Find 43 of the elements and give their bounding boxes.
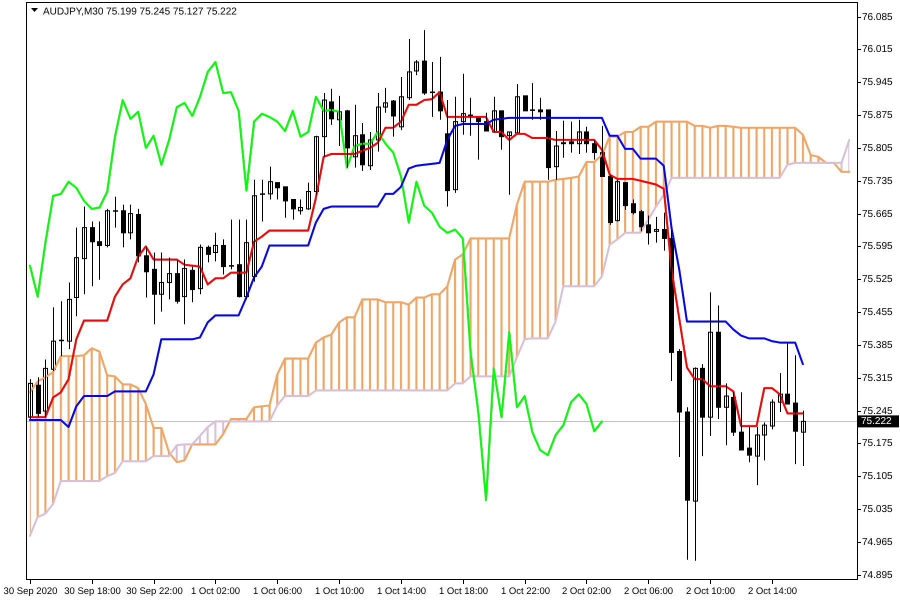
x-tick-label: 1 Oct 14:00 xyxy=(376,586,426,597)
y-tick-label: 75.315 xyxy=(862,373,894,384)
x-tick-label: 1 Oct 02:00 xyxy=(190,586,240,597)
y-tick-label: 75.875 xyxy=(862,110,894,121)
x-tick-label: 2 Oct 10:00 xyxy=(686,586,736,597)
y-tick-label: 75.735 xyxy=(862,176,894,187)
x-tick-label: 1 Oct 10:00 xyxy=(314,586,364,597)
y-tick-label: 75.175 xyxy=(862,438,894,449)
y-tick-label: 74.965 xyxy=(862,537,894,548)
candlestick xyxy=(561,120,566,158)
candlestick xyxy=(59,300,64,357)
y-tick-label: 76.085 xyxy=(862,12,894,23)
y-tick-label: 74.895 xyxy=(862,570,894,581)
y-tick-label: 75.035 xyxy=(862,504,894,515)
candlestick xyxy=(430,62,435,118)
x-tick-label: 30 Sep 18:00 xyxy=(64,586,121,597)
y-tick-label: 75.595 xyxy=(862,241,894,252)
x-tick-label: 2 Oct 02:00 xyxy=(562,586,612,597)
y-tick-label: 75.455 xyxy=(862,307,894,318)
x-tick-label: 1 Oct 22:00 xyxy=(500,586,550,597)
y-tick-label: 76.015 xyxy=(862,44,894,55)
x-tick-label: 30 Sep 2020 xyxy=(4,586,58,597)
y-tick-label: 75.105 xyxy=(862,471,894,482)
line-series xyxy=(28,120,850,464)
y-tick-label: 75.945 xyxy=(862,77,894,88)
x-tick-label: 2 Oct 06:00 xyxy=(624,586,674,597)
candlestick xyxy=(260,179,265,222)
y-tick-label: 75.805 xyxy=(862,143,894,154)
line-series xyxy=(28,61,603,502)
y-tick-label: 75.525 xyxy=(862,274,894,285)
y-tick-label: 75.385 xyxy=(862,340,894,351)
x-tick-label: 2 Oct 14:00 xyxy=(748,586,798,597)
candlestick xyxy=(523,95,528,112)
chart-title: AUDJPY,M30 75.199 75.245 75.127 75.222 xyxy=(43,6,238,18)
candlestick xyxy=(229,219,234,270)
y-tick-label: 75.245 xyxy=(862,406,894,417)
x-tick-label: 1 Oct 06:00 xyxy=(252,586,302,597)
y-tick-label: 75.665 xyxy=(862,209,894,220)
x-tick-label: 1 Oct 18:00 xyxy=(438,586,488,597)
ref-line-label: 75.222 xyxy=(861,416,892,427)
candlestick xyxy=(530,82,535,120)
candlestick xyxy=(113,196,118,228)
x-tick-label: 30 Sep 22:00 xyxy=(126,586,183,597)
